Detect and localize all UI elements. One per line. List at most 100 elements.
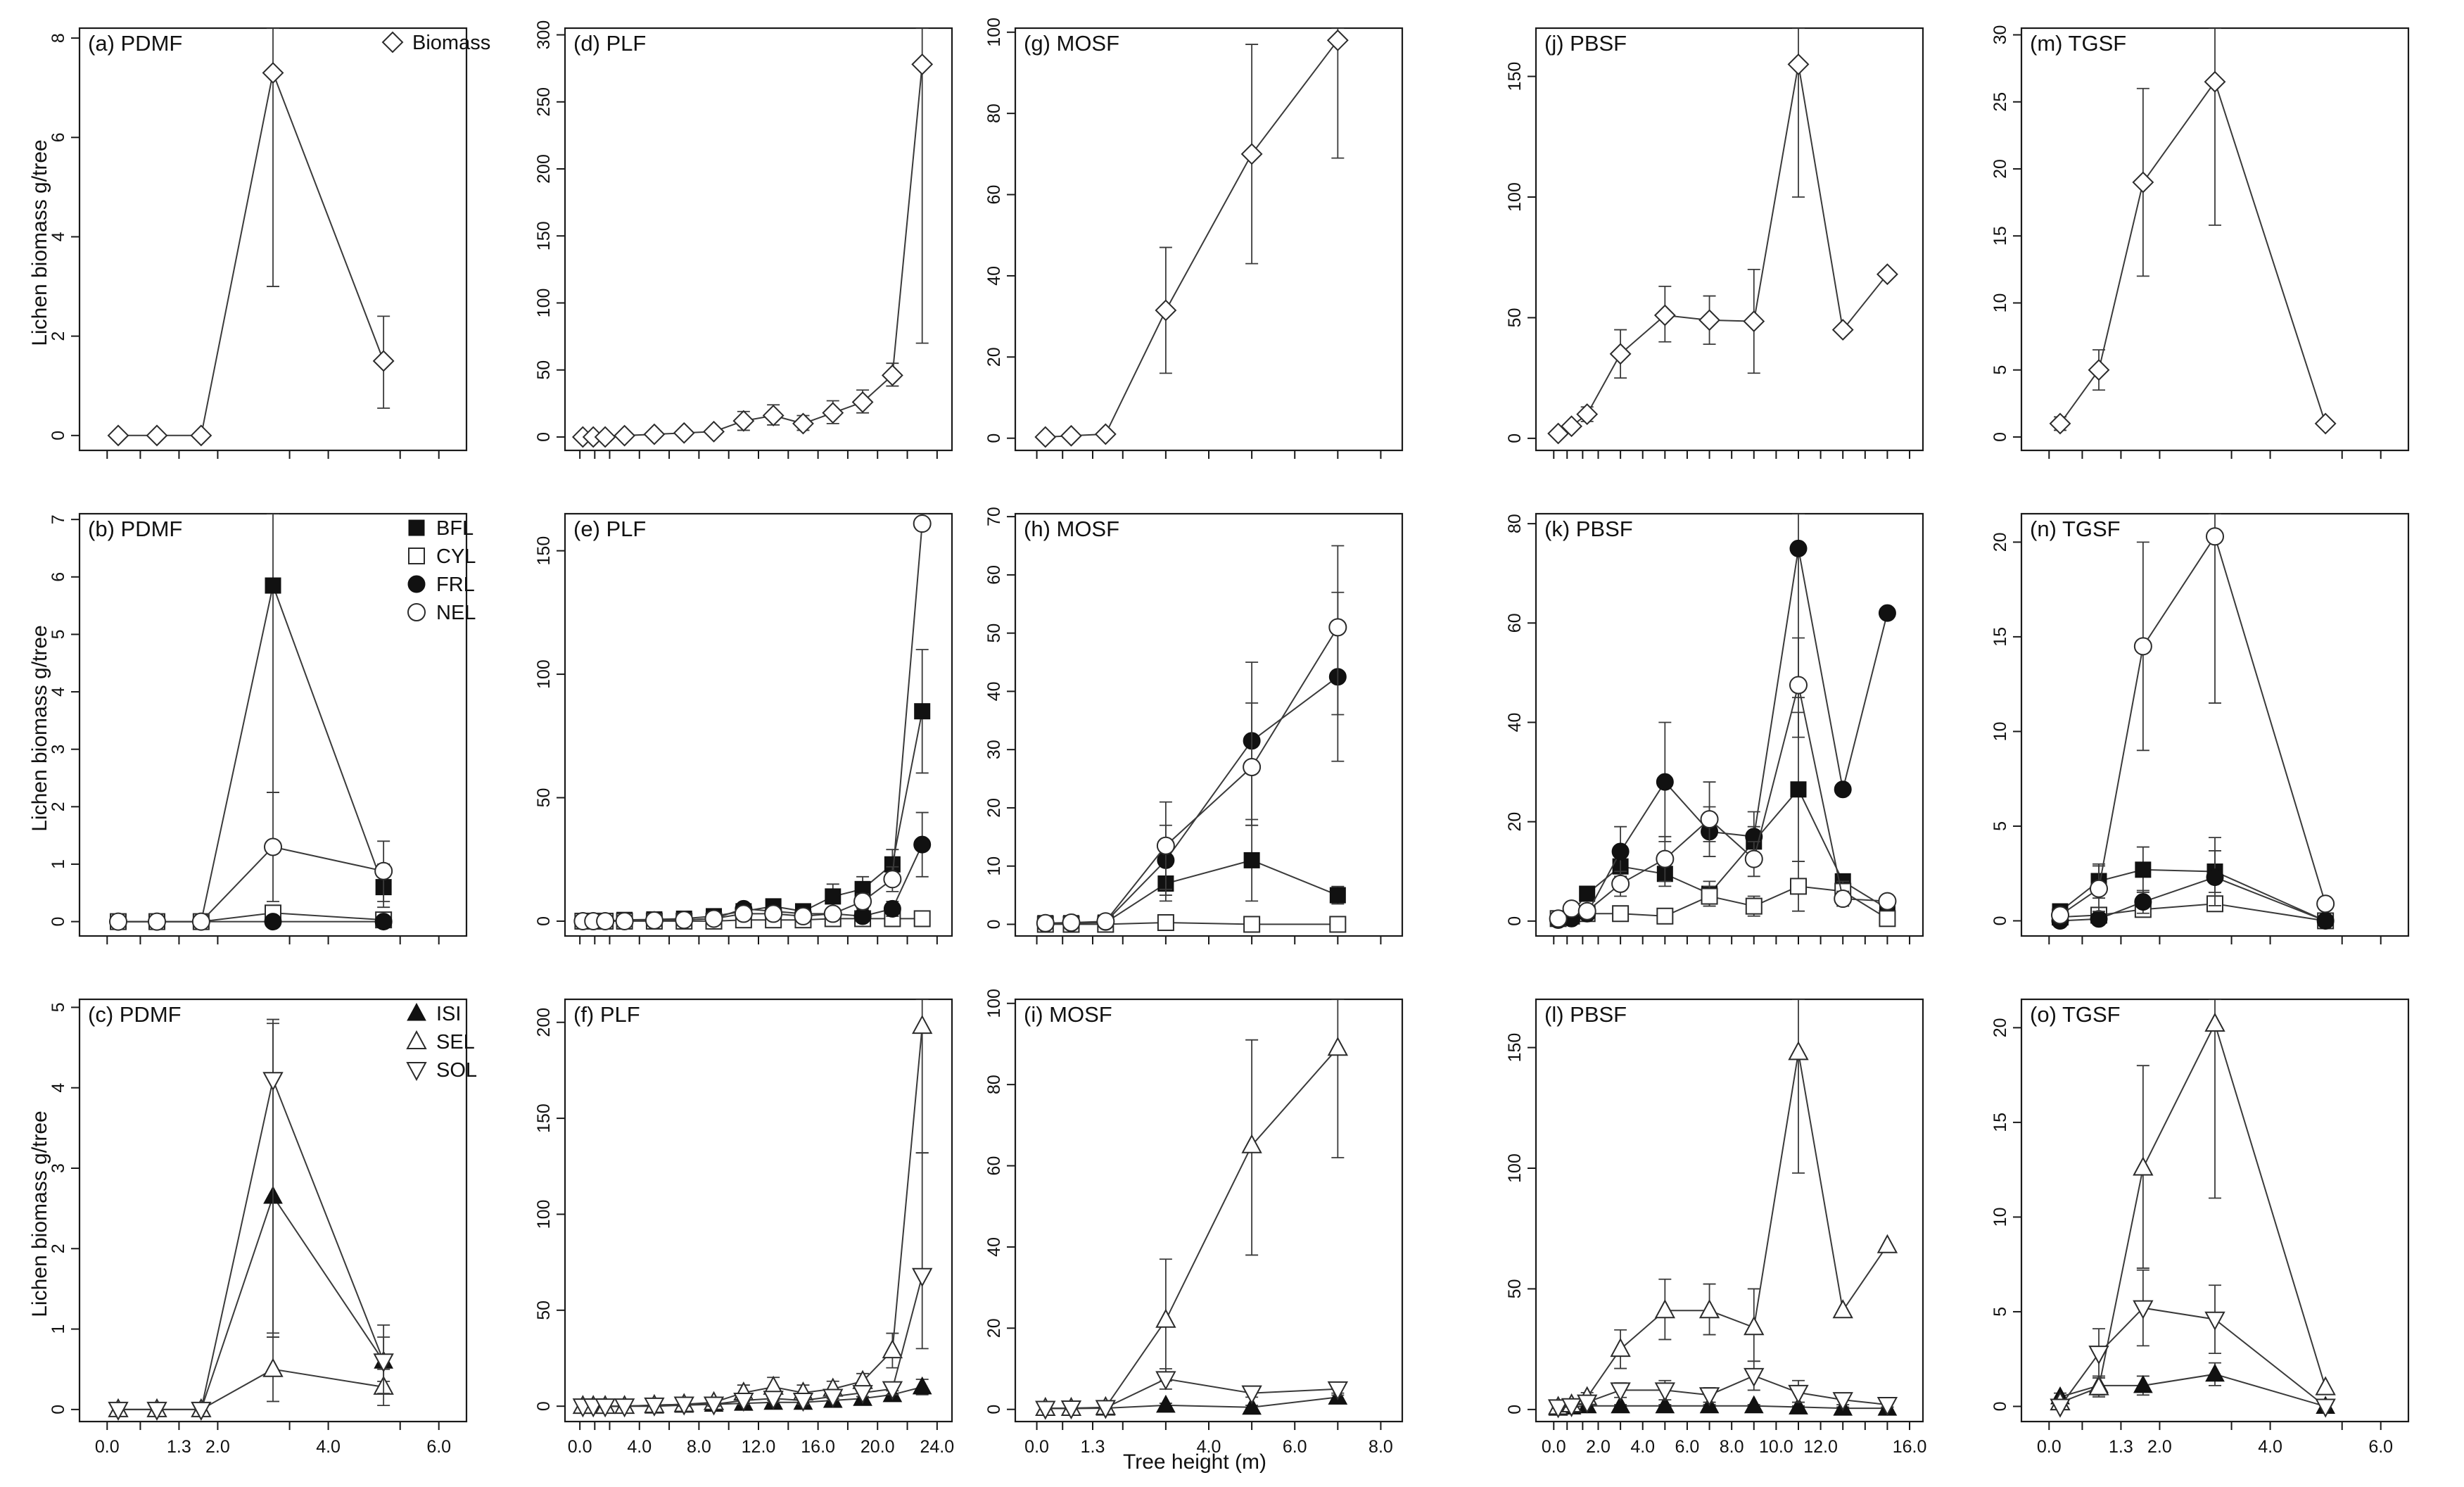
data-point-nel (1328, 618, 1347, 637)
data-point-sol (1788, 1384, 1809, 1404)
data-point-sol (2204, 1311, 2225, 1331)
x-tick-label: 8.0 (1368, 1437, 1393, 1457)
data-point-bfl (1790, 781, 1807, 798)
data-point-sol (2050, 1398, 2071, 1418)
y-tick-label: 15 (1990, 627, 2010, 647)
x-tick-label: 4.0 (2258, 1437, 2282, 1457)
data-point-biomass (1576, 403, 1599, 425)
data-point-nel (704, 909, 723, 928)
data-point-frl (1611, 842, 1630, 861)
panel-frame (1535, 27, 1924, 452)
data-point-frl (2090, 910, 2108, 928)
y-tick-label: 4 (49, 687, 68, 697)
data-point-cyl (1656, 907, 1674, 925)
series-layer (107, 28, 395, 447)
series-line-isi (583, 1386, 922, 1407)
y-tick-label: 0 (984, 434, 1004, 443)
data-point-sel (1744, 1316, 1765, 1336)
y-tick-label: 100 (984, 18, 1004, 47)
data-point-nel (2316, 894, 2335, 913)
y-tick-label: 150 (534, 536, 554, 566)
data-point-nel (1789, 676, 1808, 695)
data-point-sol (1561, 1398, 1582, 1417)
data-point-nel (913, 514, 932, 533)
panel-frame (78, 998, 468, 1423)
x-tick-label: 4.0 (627, 1437, 652, 1457)
series-layer (1547, 999, 1898, 1419)
x-tick-label: 20.0 (861, 1437, 895, 1457)
data-point-biomass (851, 391, 874, 413)
data-point-biomass (1326, 29, 1349, 51)
series-line-isi (1045, 1396, 1338, 1410)
data-point-frl (2316, 911, 2335, 930)
panel-label: (a) PDMF (88, 31, 182, 56)
panel-label: (h) MOSF (1024, 517, 1119, 541)
panel-1: 0 2 4 6 8 (a) PDMF (49, 27, 468, 459)
data-point-sol (1698, 1387, 1720, 1407)
data-point-nel (2090, 879, 2108, 898)
series-layer (1036, 545, 1347, 933)
data-point-biomass (1831, 319, 1854, 341)
data-point-biomass (1743, 310, 1765, 332)
legend-marker-sol (406, 1062, 427, 1082)
data-point-sol (733, 1393, 754, 1412)
x-tick-label: 4.0 (1197, 1437, 1221, 1457)
data-point-sol (1577, 1394, 1598, 1414)
y-tick-label: 60 (984, 565, 1004, 585)
data-point-sol (373, 1353, 394, 1373)
x-tick-label: 8.0 (1720, 1437, 1744, 1457)
x-tick-label: 6.0 (1675, 1437, 1700, 1457)
panel-label: (i) MOSF (1024, 1002, 1112, 1027)
panel-frame (1535, 998, 1924, 1423)
data-point-biomass (262, 62, 284, 84)
data-point-sel (1241, 1134, 1262, 1153)
series-line-sel (1045, 1047, 1339, 1409)
data-point-sol (108, 1401, 129, 1421)
y-tick-label: 300 (534, 20, 554, 50)
panel-8: 0 10 20 30 40 50 60 70 (h) MOSF (984, 507, 1404, 944)
panel-label: (j) PBSF (1544, 31, 1627, 56)
series-line-nel (2059, 534, 2327, 916)
series-line-biomass (118, 70, 385, 436)
data-point-cyl (1243, 916, 1261, 933)
legend-label-nel: NEL (436, 602, 476, 624)
y-tick-label: 250 (534, 87, 554, 117)
y-tick-label: 4 (49, 232, 68, 241)
y-tick-label: 10 (984, 856, 1004, 876)
panel-label: (g) MOSF (1024, 31, 1119, 56)
series-line-sel (583, 1026, 923, 1407)
y-tick-label: 40 (1505, 713, 1525, 733)
data-point-nel (853, 892, 872, 911)
series-line-frl (583, 844, 923, 922)
y-tick-label: 50 (534, 1301, 554, 1320)
data-point-sel (2315, 1376, 2336, 1396)
y-tick-label: 7 (49, 514, 68, 524)
data-point-sel (2088, 1376, 2109, 1396)
data-point-nel (1036, 913, 1055, 932)
series-line-bfl (1045, 859, 1338, 924)
y-tick-label: 100 (534, 659, 554, 689)
data-point-biomass (1034, 426, 1057, 448)
y-tick-label: 6 (49, 572, 68, 582)
data-point-frl (264, 913, 282, 931)
data-point-nel (764, 904, 783, 923)
data-point-biomass (1094, 423, 1117, 445)
panel-label: (b) PDMF (88, 517, 182, 541)
y-tick-label: 60 (984, 185, 1004, 205)
data-point-nel (1878, 892, 1897, 911)
panel-label: (d) PLF (573, 31, 646, 56)
y-tick-label: 150 (1505, 62, 1525, 91)
data-point-sel (262, 1358, 284, 1377)
data-point-isi (1655, 1395, 1675, 1414)
y-tick-label: 40 (984, 682, 1004, 702)
data-point-biomass (792, 412, 814, 435)
data-point-nel (264, 837, 282, 856)
panel-4: 0 50 100 150 (j) PBSF (1505, 27, 1924, 459)
data-point-biomass (107, 424, 129, 447)
data-point-nel (1577, 901, 1596, 920)
series-line-biomass (1045, 39, 1339, 438)
series-layer (2049, 28, 2337, 435)
legend-label-bfl: BFL (436, 517, 474, 540)
y-tick-label: 15 (1990, 1113, 2010, 1132)
data-point-nel (1096, 912, 1115, 931)
